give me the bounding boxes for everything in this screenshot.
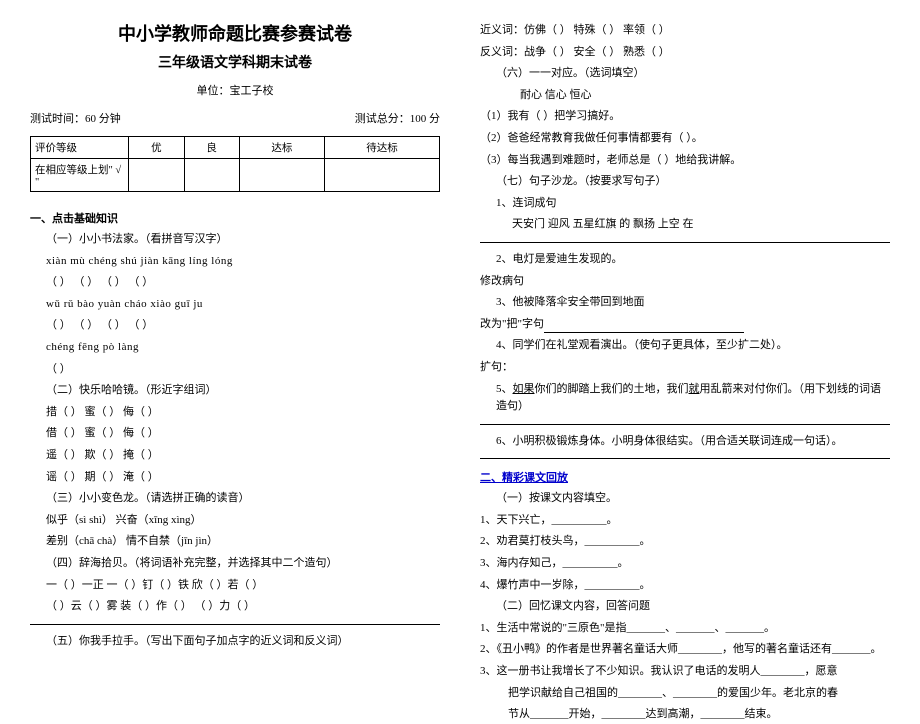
s2-q1-row: 1、天下兴亡，__________。 <box>480 512 890 530</box>
s2-q2-row: 1、生活中常说的"三原色"是指_______、_______、_______。 <box>480 620 890 638</box>
q4-row: （ ）云（ ）雾 装（ ）作（ ） （ ）力（ ） <box>46 598 440 616</box>
s2-q2-row: 节从_______开始，________达到高潮，________结束。 <box>508 706 890 724</box>
q4-label: （四）辞海拾贝。（将词语补充完整，并选择其中二个造句） <box>46 555 440 573</box>
q7-5d: 就 <box>689 383 700 395</box>
q3-label: （三）小小变色龙。（请选拼正确的读音） <box>46 490 440 508</box>
s2-q1-row: 4、爆竹声中一岁除，__________。 <box>480 577 890 595</box>
synonym-line: 近义词：仿佛（ ） 特殊（ ） 率领（ ） <box>480 22 890 40</box>
q5-label: （五）你我手拉手。（写出下面句子加点字的近义词和反义词） <box>46 633 440 651</box>
blank-line <box>30 624 440 625</box>
antonym-line: 反义词：战争（ ） 安全（ ） 熟悉（ ） <box>480 44 890 62</box>
q7-1: 天安门 迎风 五星红旗 的 飘扬 上空 在 <box>512 216 890 234</box>
cell: 优 <box>129 137 184 159</box>
section-1-heading: 一、点击基础知识 <box>30 210 440 226</box>
q7-3-text: 改为"把"字句 <box>480 318 544 330</box>
meta-row: 测试时间：60 分钟 测试总分：100 分 <box>30 110 440 126</box>
q7-3: 改为"把"字句 <box>480 316 890 334</box>
sub-title: 三年级语文学科期末试卷 <box>30 52 440 72</box>
q4-row: 一（ ）一正 一（ ）钉（ ）铁 欣（ ）若（ ） <box>46 577 440 595</box>
cell <box>184 159 239 192</box>
s2-q2-row: 把学识献给自己祖国的________、________的爱国少年。老北京的春 <box>508 685 890 703</box>
paren-line: （ ） （ ） （ ） （ ） <box>46 274 440 292</box>
s2-q2-row: 3、这一册书让我增长了不少知识。我认识了电话的发明人________，愿意 <box>480 663 890 681</box>
pinyin-line: wǔ rǔ bào yuàn cháo xiào guī ju <box>46 296 440 314</box>
q1-label: （一）小小书法家。（看拼音写汉字） <box>46 231 440 249</box>
q7-4: 扩句： <box>480 359 890 377</box>
q7-5a: 5、 <box>496 383 513 395</box>
q2-row: 谣（ ） 期（ ） 淹（ ） <box>46 469 440 487</box>
cell: 评价等级 <box>31 137 129 159</box>
q7-3h: 3、他被降落伞安全带回到地面 <box>496 294 890 312</box>
q6-row: （3）每当我遇到难题时，老师总是（ ）地给我讲解。 <box>480 152 890 170</box>
unit-line: 单位：宝工子校 <box>30 82 440 98</box>
q2-row: 措（ ） 蜜（ ） 侮（ ） <box>46 404 440 422</box>
s2-q2-row: 2、《丑小鸭》的作者是世界著名童话大师________，他写的著名童话还有___… <box>480 641 890 659</box>
cell: 良 <box>184 137 239 159</box>
cell <box>129 159 184 192</box>
q6-words: 耐心 信心 恒心 <box>520 87 890 105</box>
q3-row: 差别（chā chà） 情不自禁（jīn jìn） <box>46 533 440 551</box>
paren-line: （ ） （ ） （ ） （ ） <box>46 317 440 335</box>
cell <box>325 159 440 192</box>
section-2-heading: 二、精彩课文回放 <box>480 469 890 485</box>
right-column: 近义词：仿佛（ ） 特殊（ ） 率领（ ） 反义词：战争（ ） 安全（ ） 熟悉… <box>480 20 890 631</box>
grade-table: 评价等级 优 良 达标 待达标 在相应等级上划" √ " <box>30 136 440 192</box>
pinyin-line: chéng fēng pò làng <box>46 339 440 357</box>
blank <box>544 321 744 333</box>
q7-5c: 你们的脚踏上我们的土地，我们 <box>535 383 689 395</box>
s2-q1-label: （一）按课文内容填空。 <box>496 490 890 508</box>
cell <box>239 159 324 192</box>
q7-5b: 如果 <box>513 383 535 395</box>
q7-2h: 2、电灯是爱迪生发现的。 <box>496 251 890 269</box>
q7-1h: 1、连词成句 <box>496 195 890 213</box>
q6-label: （六）一一对应。（选词填空） <box>496 65 890 83</box>
cell: 在相应等级上划" √ " <box>31 159 129 192</box>
left-column: 中小学教师命题比赛参赛试卷 三年级语文学科期末试卷 单位：宝工子校 测试时间：6… <box>30 20 440 631</box>
blank-line <box>480 458 890 459</box>
pinyin-line: xiàn mù chéng shú jiàn kāng líng lóng <box>46 253 440 271</box>
test-time: 测试时间：60 分钟 <box>30 110 121 126</box>
s2-q2-label: （二）回忆课文内容，回答问题 <box>496 598 890 616</box>
q7-label: （七）句子沙龙。（按要求写句子） <box>496 173 890 191</box>
s2-q1-row: 2、劝君莫打枝头鸟，__________。 <box>480 533 890 551</box>
q2-label: （二）快乐哈哈镜。（形近字组词） <box>46 382 440 400</box>
test-total: 测试总分：100 分 <box>355 110 440 126</box>
cell: 待达标 <box>325 137 440 159</box>
main-title: 中小学教师命题比赛参赛试卷 <box>30 20 440 46</box>
s2-q1-row: 3、海内存知己，__________。 <box>480 555 890 573</box>
q2-row: 借（ ） 蜜（ ） 侮（ ） <box>46 425 440 443</box>
q7-4h: 4、同学们在礼堂观看演出。（使句子更具体，至少扩二处）。 <box>496 337 890 355</box>
cell: 达标 <box>239 137 324 159</box>
q6-row: （1）我有（ ）把学习搞好。 <box>480 108 890 126</box>
q2-row: 遥（ ） 欺（ ） 掩（ ） <box>46 447 440 465</box>
blank-line <box>480 242 890 243</box>
q7-6: 6、小明积极锻炼身体。小明身体很结实。（用合适关联词连成一句话）。 <box>496 433 890 451</box>
q6-row: （2）爸爸经常教育我做任何事情都要有（ ）。 <box>480 130 890 148</box>
blank-line <box>480 424 890 425</box>
q3-row: 似乎（sì shì） 兴奋（xīng xìng） <box>46 512 440 530</box>
q7-2: 修改病句 <box>480 273 890 291</box>
q7-5: 5、如果你们的脚踏上我们的土地，我们就用乱箭来对付你们。（用下划线的词语造句） <box>496 381 890 416</box>
paren-line: （ ） <box>46 361 440 379</box>
